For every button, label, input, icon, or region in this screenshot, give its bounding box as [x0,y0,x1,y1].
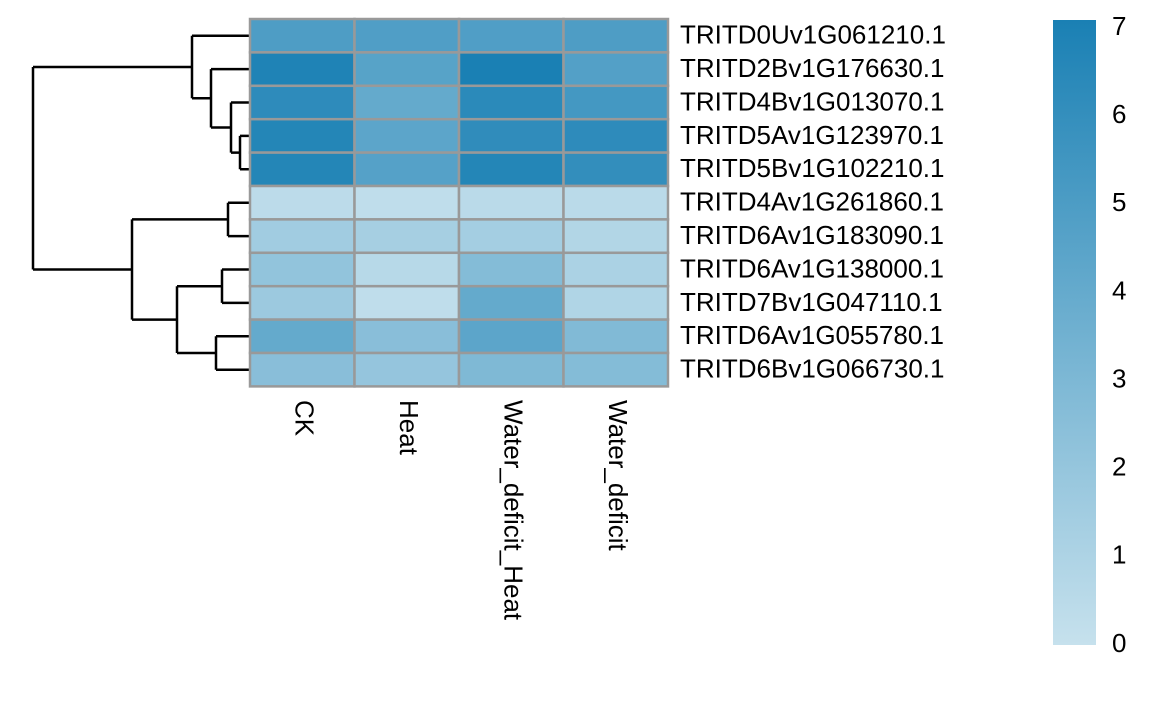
colorbar [1053,20,1096,645]
heatmap-cell [353,151,461,188]
heatmap-cell [353,318,461,355]
heatmap-cell [562,218,670,255]
heatmap-cell [248,351,356,388]
colorbar-tick-label: 0 [1112,628,1126,658]
row-label: TRITD4Av1G261860.1 [680,187,944,217]
heatmap-cell [457,351,565,388]
row-label: TRITD7Bv1G047110.1 [680,287,943,317]
row-label: TRITD5Av1G123970.1 [680,120,944,150]
heatmap-cell [248,17,356,54]
row-dendrogram [31,34,250,371]
row-label: TRITD6Bv1G066730.1 [680,354,944,384]
heatmap-cell [353,51,461,88]
colorbar-tick-label: 1 [1112,540,1126,570]
colorbar-tick-label: 6 [1112,99,1126,129]
colorbar-tick-label: 2 [1112,452,1126,482]
row-label: TRITD6Av1G055780.1 [680,320,944,350]
column-label: Water_deficit_Heat [498,400,528,621]
heatmap-cell [562,318,670,355]
colorbar-tick-label: 7 [1112,11,1126,41]
heatmap-cell [248,251,356,288]
heatmap-cell [353,184,461,221]
heatmap-cell [562,284,670,321]
row-label: TRITD6Av1G183090.1 [680,220,944,250]
heatmap-cell [353,251,461,288]
heatmap-cell [457,318,565,355]
heatmap-cell [353,117,461,154]
heatmap-cell [457,218,565,255]
heatmap-cell [562,251,670,288]
heatmap-cell [248,151,356,188]
heatmap-cell [248,117,356,154]
heatmap-cell [353,218,461,255]
heatmap-cell [248,51,356,88]
column-label: Water_deficit [603,400,633,552]
heatmap-cell [457,151,565,188]
heatmap-cell [562,351,670,388]
row-label: TRITD0Uv1G061210.1 [680,20,946,50]
heatmap-cell [248,284,356,321]
colorbar-tick-label: 3 [1112,363,1126,393]
column-label: CK [289,400,319,437]
heatmap-cell [457,184,565,221]
heatmap-cell [562,117,670,154]
heatmap-cell [457,51,565,88]
colorbar-tick-label: 4 [1112,275,1126,305]
heatmap-cell [457,284,565,321]
heatmap-cell [248,84,356,121]
heatmap-cell [562,151,670,188]
heatmap-cell [248,218,356,255]
heatmap-cell [562,84,670,121]
colorbar-tick-label: 5 [1112,187,1126,217]
row-label: TRITD2Bv1G176630.1 [680,53,944,83]
heatmap-cell [248,184,356,221]
row-label: TRITD4Bv1G013070.1 [680,86,944,116]
heatmap-cell [562,17,670,54]
heatmap-cell [562,184,670,221]
heatmap-cell [353,284,461,321]
column-label: Heat [394,400,424,456]
heatmap-cell [353,351,461,388]
heatmap-cell [457,17,565,54]
heatmap-cell [457,117,565,154]
heatmap-cell [457,251,565,288]
heatmap-cell [457,84,565,121]
row-label: TRITD6Av1G138000.1 [680,253,944,283]
heatmap-cell [248,318,356,355]
row-label: TRITD5Bv1G102210.1 [680,153,944,183]
heatmap-cell [562,51,670,88]
heatmap-cell [353,84,461,121]
heatmap-cell [353,17,461,54]
